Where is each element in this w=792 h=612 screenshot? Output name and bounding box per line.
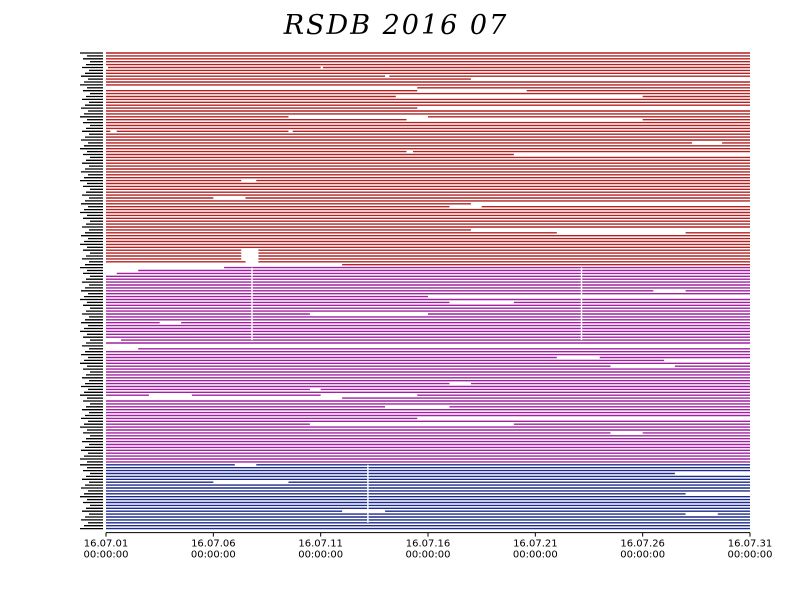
- x-tick-label-time: 00:00:00: [298, 550, 343, 561]
- gap-segment: [288, 115, 428, 119]
- gap-segment: [106, 266, 225, 269]
- row-labels: [80, 52, 103, 530]
- gap-segment: [288, 129, 293, 133]
- x-tick-label-date: 16.07.01: [84, 539, 129, 550]
- gap-segment: [653, 289, 686, 293]
- gap-segment: [406, 118, 643, 122]
- gap-segment: [385, 405, 450, 409]
- gap-segment: [241, 248, 259, 252]
- gap-segment: [213, 480, 289, 484]
- gap-segment: [428, 295, 750, 298]
- gap-segment: [106, 344, 750, 348]
- gap-segment: [417, 89, 527, 93]
- x-tick-label-date: 16.07.26: [620, 539, 665, 550]
- gap-segment: [692, 141, 723, 145]
- gap-segment: [342, 509, 386, 513]
- x-tick-label-date: 16.07.16: [406, 539, 451, 550]
- data-gaps: [106, 66, 750, 523]
- gap-segment: [320, 393, 418, 397]
- gap-segment: [241, 179, 257, 182]
- gap-segment: [470, 228, 750, 232]
- gap-segment: [556, 356, 600, 359]
- gap-segment: [449, 301, 514, 304]
- vertical-gap: [251, 267, 253, 341]
- gap-segment: [213, 196, 246, 200]
- gap-segment: [513, 153, 750, 156]
- gap-segment: [610, 364, 675, 368]
- gap-segment: [664, 359, 750, 362]
- gap-segment: [320, 66, 323, 69]
- gap-segment: [395, 95, 643, 98]
- gap-segment: [417, 417, 750, 420]
- gap-segment: [106, 269, 139, 272]
- gap-segment: [159, 321, 182, 325]
- x-tick-label-time: 00:00:00: [191, 550, 236, 561]
- vertical-gap: [580, 267, 583, 341]
- gap-segment: [106, 272, 117, 275]
- gap-segment: [470, 202, 750, 206]
- gap-segment: [685, 492, 750, 496]
- x-tick-label-time: 00:00:00: [84, 550, 129, 561]
- gap-segment: [106, 347, 139, 351]
- x-tick-label-time: 00:00:00: [728, 550, 773, 561]
- gap-segment: [110, 129, 117, 133]
- x-tick-label-date: 16.07.11: [298, 539, 343, 550]
- gap-segment: [610, 431, 643, 435]
- gap-segment: [245, 260, 259, 264]
- x-tick-label-date: 16.07.21: [513, 539, 558, 550]
- gap-segment: [106, 338, 122, 342]
- gap-segment: [417, 106, 750, 110]
- x-axis: 16.07.0100:00:0016.07.0600:00:0016.07.11…: [84, 532, 773, 561]
- gap-segment: [556, 231, 686, 235]
- x-tick-label-time: 00:00:00: [620, 550, 665, 561]
- vertical-gap: [367, 464, 369, 523]
- gap-segment: [685, 512, 718, 516]
- gap-segment: [309, 312, 428, 316]
- gap-segment: [106, 86, 418, 90]
- gap-segment: [241, 254, 259, 258]
- x-tick-label-date: 16.07.06: [191, 539, 236, 550]
- gap-segment: [309, 388, 321, 391]
- gap-segment: [309, 422, 514, 426]
- gap-segment: [234, 463, 257, 467]
- chart-title: RSDB 2016 07: [283, 10, 509, 41]
- gap-segment: [406, 150, 413, 153]
- x-tick-label-date: 16.07.31: [728, 539, 773, 550]
- gap-segment: [148, 393, 192, 397]
- gap-segment: [470, 77, 750, 81]
- gap-segment: [106, 396, 343, 400]
- gap-segment: [385, 74, 390, 78]
- gap-segment: [241, 257, 259, 261]
- gap-segment: [106, 66, 108, 69]
- gap-segment: [106, 263, 343, 267]
- gap-segment: [449, 205, 482, 209]
- x-tick-label-time: 00:00:00: [406, 550, 451, 561]
- gap-segment: [449, 382, 471, 385]
- gap-segment: [674, 472, 750, 475]
- x-tick-label-time: 00:00:00: [513, 550, 558, 561]
- gap-segment: [241, 251, 259, 255]
